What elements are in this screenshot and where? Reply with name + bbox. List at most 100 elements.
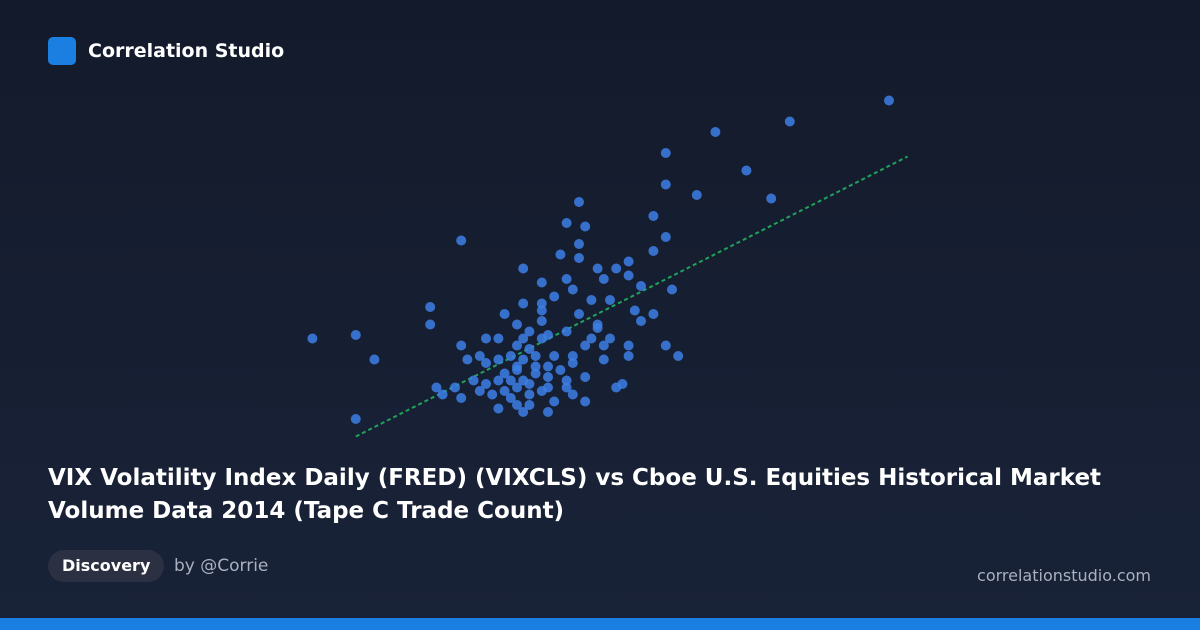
point	[555, 249, 566, 260]
point	[487, 389, 498, 400]
point	[549, 396, 560, 407]
point	[605, 295, 615, 305]
point	[499, 368, 510, 379]
point	[512, 400, 522, 410]
point	[350, 330, 361, 340]
point	[884, 95, 894, 106]
point	[350, 414, 361, 424]
point	[741, 165, 752, 176]
point	[481, 379, 491, 389]
point	[493, 375, 504, 386]
point	[518, 407, 529, 417]
point	[456, 340, 467, 351]
point	[784, 116, 795, 127]
point	[561, 274, 572, 284]
point	[766, 193, 777, 204]
point	[481, 358, 491, 368]
point	[450, 382, 460, 393]
point	[555, 365, 566, 375]
point	[611, 382, 622, 393]
point	[561, 375, 572, 386]
point	[456, 235, 467, 246]
point	[536, 277, 547, 288]
point	[543, 372, 553, 382]
point	[598, 354, 609, 365]
point	[623, 256, 634, 267]
point	[543, 330, 553, 340]
point	[536, 316, 547, 326]
point	[580, 340, 591, 351]
point	[512, 382, 522, 393]
point	[623, 340, 634, 351]
point	[524, 344, 535, 354]
point	[524, 326, 535, 337]
point	[518, 354, 529, 365]
scatter-plot	[307, 95, 909, 438]
point	[456, 393, 467, 403]
point	[561, 382, 572, 393]
point	[629, 305, 640, 316]
point	[561, 218, 572, 228]
brand: Correlation Studio	[88, 40, 285, 62]
point	[636, 281, 646, 291]
point	[673, 351, 684, 361]
point	[437, 389, 448, 400]
point	[530, 368, 541, 379]
point	[567, 351, 578, 361]
point	[567, 389, 578, 400]
point	[524, 400, 535, 410]
point	[518, 375, 529, 386]
point	[580, 221, 591, 232]
point	[574, 253, 584, 263]
point	[691, 190, 702, 200]
point	[648, 211, 659, 221]
point	[543, 407, 553, 417]
point	[536, 305, 547, 316]
point	[660, 340, 671, 351]
point	[574, 197, 584, 207]
bottom-bar	[0, 618, 1200, 630]
point	[660, 179, 671, 190]
point	[536, 386, 547, 396]
point	[474, 351, 485, 361]
point	[505, 393, 516, 403]
point	[505, 375, 516, 386]
point	[493, 403, 504, 414]
tag[interactable]: Discovery	[48, 550, 165, 582]
point	[512, 319, 522, 330]
point	[468, 375, 479, 386]
point	[505, 351, 516, 361]
point	[611, 263, 622, 274]
point	[574, 239, 584, 249]
site: correlationstudio.com	[977, 566, 1151, 585]
point	[623, 270, 634, 281]
logo	[48, 37, 76, 65]
point	[425, 302, 436, 312]
point	[536, 298, 547, 309]
point	[636, 316, 646, 326]
point	[605, 333, 615, 344]
point	[543, 361, 553, 372]
point	[567, 358, 578, 368]
point	[598, 274, 609, 284]
point	[580, 396, 591, 407]
point	[512, 361, 522, 372]
point	[660, 232, 671, 242]
author: by @Corrie	[174, 556, 269, 576]
point	[499, 386, 510, 396]
point	[586, 295, 597, 305]
point	[493, 333, 504, 344]
point	[462, 354, 473, 365]
point	[623, 351, 634, 361]
point	[561, 326, 572, 337]
point	[648, 246, 659, 256]
point	[667, 284, 677, 295]
point	[518, 298, 529, 309]
point	[499, 309, 510, 319]
point	[530, 361, 541, 372]
point	[598, 340, 609, 351]
point	[530, 351, 541, 361]
point	[549, 291, 560, 302]
point	[549, 351, 560, 361]
